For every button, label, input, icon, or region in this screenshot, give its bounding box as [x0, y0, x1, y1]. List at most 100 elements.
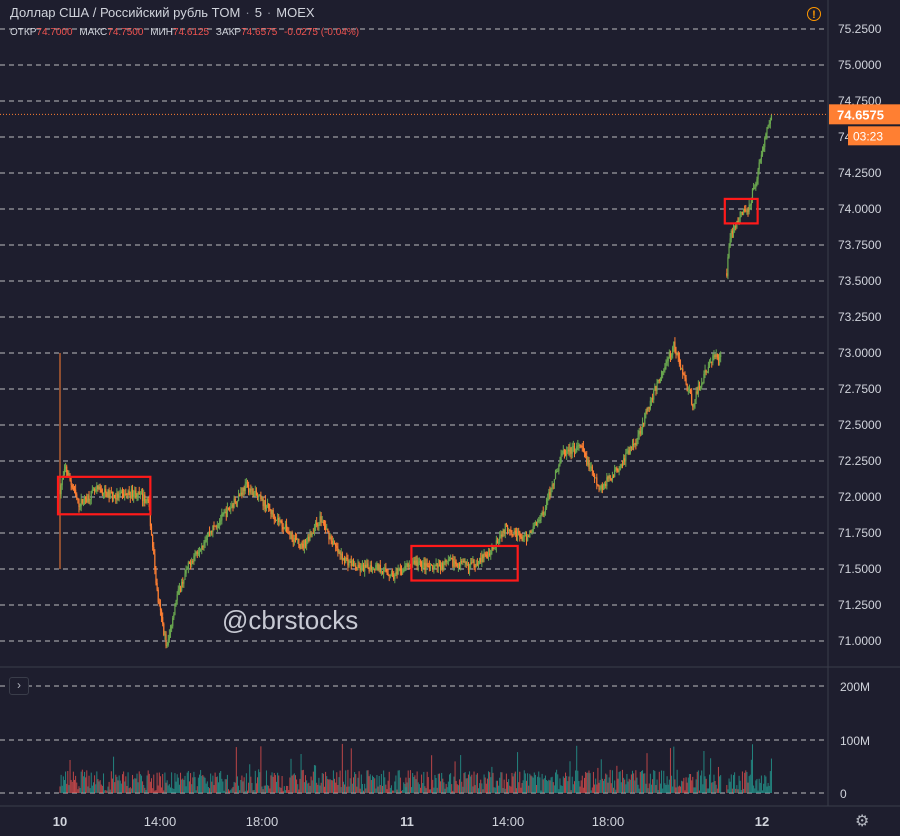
gear-icon[interactable]: ⚙ [855, 813, 870, 830]
candle-body [515, 532, 518, 537]
candle-body [212, 525, 214, 533]
volume-bar [310, 776, 312, 793]
volume-bar [235, 747, 237, 793]
volume-bar [515, 788, 517, 793]
candle-body [600, 485, 602, 489]
volume-bar [188, 781, 190, 793]
candle-body [616, 467, 618, 471]
candle-body [604, 483, 606, 486]
volume-bar [683, 777, 685, 793]
candle-body [366, 563, 368, 567]
volume-bar [274, 775, 276, 793]
candle-body [360, 565, 362, 571]
candle-body [528, 535, 530, 538]
symbol-header[interactable]: Доллар США / Российский рубль TOM · 5 · MOEX [10, 5, 315, 20]
volume-bar [366, 770, 368, 793]
volume-bar [245, 773, 247, 793]
volume-bar [501, 772, 503, 793]
candle-body [150, 526, 153, 536]
volume-bar [417, 782, 419, 793]
candle-body [568, 449, 570, 452]
volume-bar [63, 780, 65, 793]
candle-body [429, 564, 432, 569]
volume-bar [257, 777, 259, 793]
volume-bar [601, 778, 603, 793]
volume-bar [749, 774, 751, 793]
candle-body [309, 534, 311, 541]
volume-bar [491, 766, 493, 793]
candle-body [738, 217, 740, 223]
candle-body [155, 569, 157, 583]
price-tick-label: 71.5000 [838, 562, 882, 576]
volume-bar [479, 783, 481, 793]
volume-bar [116, 776, 118, 793]
volume-bar [513, 773, 515, 793]
candle-body [483, 553, 485, 559]
volume-bar [696, 771, 698, 793]
candle-body [580, 445, 582, 447]
candle-body [325, 525, 327, 530]
candle-body [233, 498, 235, 508]
volume-bar [745, 770, 747, 793]
volume-bar [493, 787, 495, 793]
candle-body [694, 399, 696, 405]
volume-bar [440, 781, 442, 793]
volume-bar [769, 771, 771, 793]
candle-body [676, 353, 678, 355]
volume-bar [453, 776, 455, 793]
candle-body [323, 523, 326, 526]
time-tick-label: 12 [755, 814, 769, 829]
volume-bar [158, 772, 160, 793]
volume-bar [605, 773, 607, 793]
candle-body [70, 480, 72, 485]
volume-bar [110, 771, 112, 793]
candle-body [739, 212, 741, 218]
volume-bar [549, 780, 551, 793]
candle-body [328, 531, 330, 540]
candle-body [505, 523, 507, 526]
volume-bar [231, 788, 233, 793]
volume-bar [327, 779, 329, 793]
candle-body [287, 532, 289, 534]
candle-body [79, 506, 81, 508]
volume-bar [504, 788, 506, 793]
volume-bar [393, 790, 395, 793]
candle-body [749, 205, 751, 207]
volume-bar [659, 783, 661, 793]
candle-body [140, 493, 143, 495]
candle-body [147, 499, 149, 501]
candle-body [737, 220, 739, 223]
candle-body [524, 535, 526, 537]
candle-body [145, 499, 147, 504]
volume-bar [679, 786, 681, 793]
candle-body [688, 390, 691, 392]
candle-body [667, 358, 669, 362]
volume-bar [452, 790, 454, 793]
candle-body [60, 485, 62, 495]
interval-label[interactable]: 5 [254, 5, 262, 20]
candle-body [707, 366, 709, 372]
candle-body [683, 374, 685, 376]
candle-body [361, 565, 364, 567]
candle-body [572, 446, 574, 448]
volume-bar [737, 789, 739, 793]
volume-bar [730, 774, 732, 793]
volume-bar [375, 788, 377, 793]
volume-bar [711, 782, 713, 793]
candle-body [460, 561, 462, 566]
candle-body [670, 354, 673, 357]
volume-bar [254, 770, 256, 793]
candle-body [239, 495, 241, 497]
candle-body [543, 512, 545, 515]
volume-bar [234, 782, 236, 793]
collapse-button[interactable]: › [9, 677, 29, 695]
candle-body [627, 450, 629, 453]
candle-body [492, 546, 494, 549]
volume-bar [130, 788, 132, 793]
candle-body [289, 533, 291, 535]
alert-icon[interactable]: ! [807, 7, 821, 21]
volume-bar [476, 773, 478, 793]
volume-bar [572, 784, 574, 793]
volume-bar [663, 770, 665, 793]
